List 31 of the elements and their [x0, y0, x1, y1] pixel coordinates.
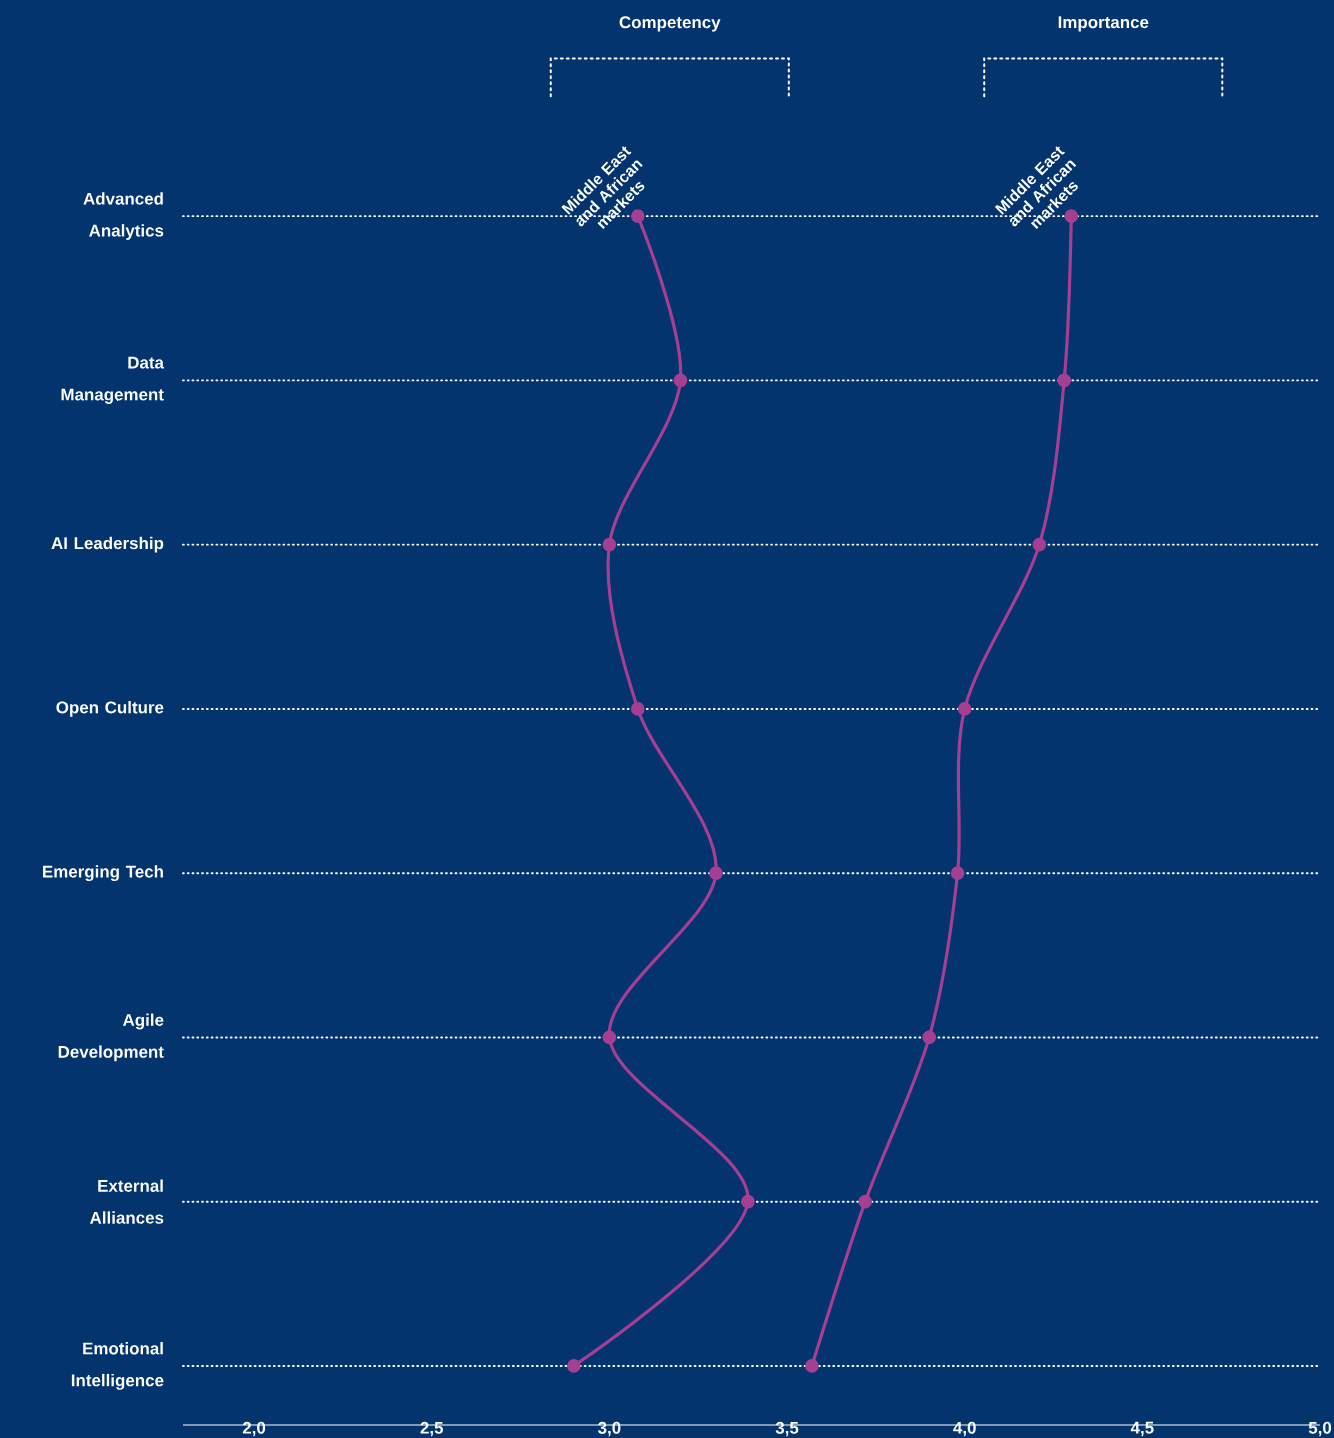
- point: [858, 1194, 872, 1209]
- y-tick-label: Open Culture: [56, 700, 164, 717]
- point: [922, 1030, 936, 1045]
- point: [741, 1194, 755, 1209]
- point: [602, 537, 617, 552]
- x-tick-label: 2,0: [242, 1421, 266, 1437]
- x-tick-label: 5,0: [1308, 1421, 1332, 1437]
- point: [673, 373, 688, 388]
- point: [709, 866, 723, 880]
- point: [602, 1030, 617, 1045]
- point: [805, 1359, 819, 1373]
- y-tick-label: Agile Development: [58, 1013, 164, 1062]
- x-tick-label: 2,5: [420, 1421, 444, 1437]
- y-tick-label: Data Management: [61, 356, 165, 404]
- point: [950, 866, 965, 880]
- x-tick-label: 4,5: [1130, 1421, 1154, 1437]
- text: Importance: [1058, 16, 1149, 32]
- x-tick-label: 3,0: [597, 1421, 621, 1437]
- x-tick-label: 3,5: [775, 1421, 799, 1437]
- point: [631, 702, 645, 716]
- x-tick-label: 4,0: [953, 1421, 976, 1437]
- y-tick-label: AI Leadership: [51, 536, 164, 553]
- point: [1057, 373, 1071, 388]
- y-tick-label: Emerging Tech: [43, 865, 163, 882]
- text: Competency: [619, 16, 721, 32]
- y-tick-label: Emotional Intelligence: [71, 1342, 164, 1390]
- y-tick-label: Advanced Analytics: [83, 192, 164, 240]
- y-tick-label: External Alliances: [89, 1179, 164, 1224]
- point: [567, 1359, 581, 1373]
- point: [1032, 537, 1047, 552]
- point: [957, 702, 972, 716]
